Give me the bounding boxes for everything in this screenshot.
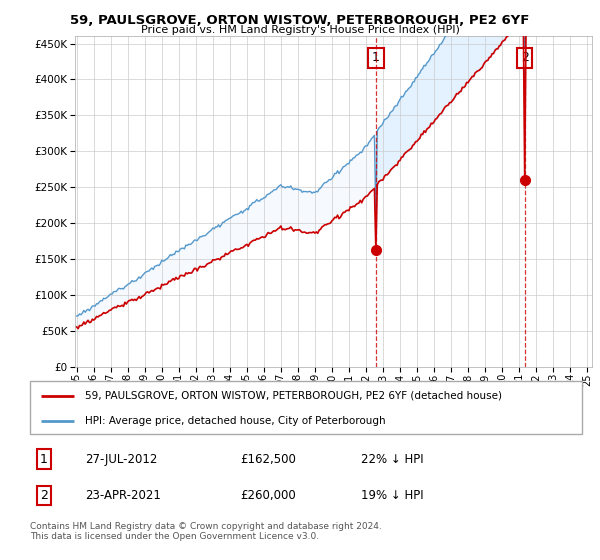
Text: 59, PAULSGROVE, ORTON WISTOW, PETERBOROUGH, PE2 6YF: 59, PAULSGROVE, ORTON WISTOW, PETERBOROU…: [70, 14, 530, 27]
Text: £260,000: £260,000: [240, 489, 296, 502]
Text: £162,500: £162,500: [240, 452, 296, 465]
Text: 22% ↓ HPI: 22% ↓ HPI: [361, 452, 424, 465]
Text: Contains HM Land Registry data © Crown copyright and database right 2024.
This d: Contains HM Land Registry data © Crown c…: [30, 522, 382, 542]
Text: Price paid vs. HM Land Registry's House Price Index (HPI): Price paid vs. HM Land Registry's House …: [140, 25, 460, 35]
FancyBboxPatch shape: [30, 381, 582, 434]
Text: HPI: Average price, detached house, City of Peterborough: HPI: Average price, detached house, City…: [85, 416, 386, 426]
Text: 1: 1: [372, 52, 380, 64]
Text: 27-JUL-2012: 27-JUL-2012: [85, 452, 158, 465]
Text: 1: 1: [40, 452, 48, 465]
Text: 23-APR-2021: 23-APR-2021: [85, 489, 161, 502]
Text: 2: 2: [40, 489, 48, 502]
Text: 19% ↓ HPI: 19% ↓ HPI: [361, 489, 424, 502]
Text: 59, PAULSGROVE, ORTON WISTOW, PETERBOROUGH, PE2 6YF (detached house): 59, PAULSGROVE, ORTON WISTOW, PETERBOROU…: [85, 391, 502, 401]
Text: 2: 2: [521, 52, 529, 64]
